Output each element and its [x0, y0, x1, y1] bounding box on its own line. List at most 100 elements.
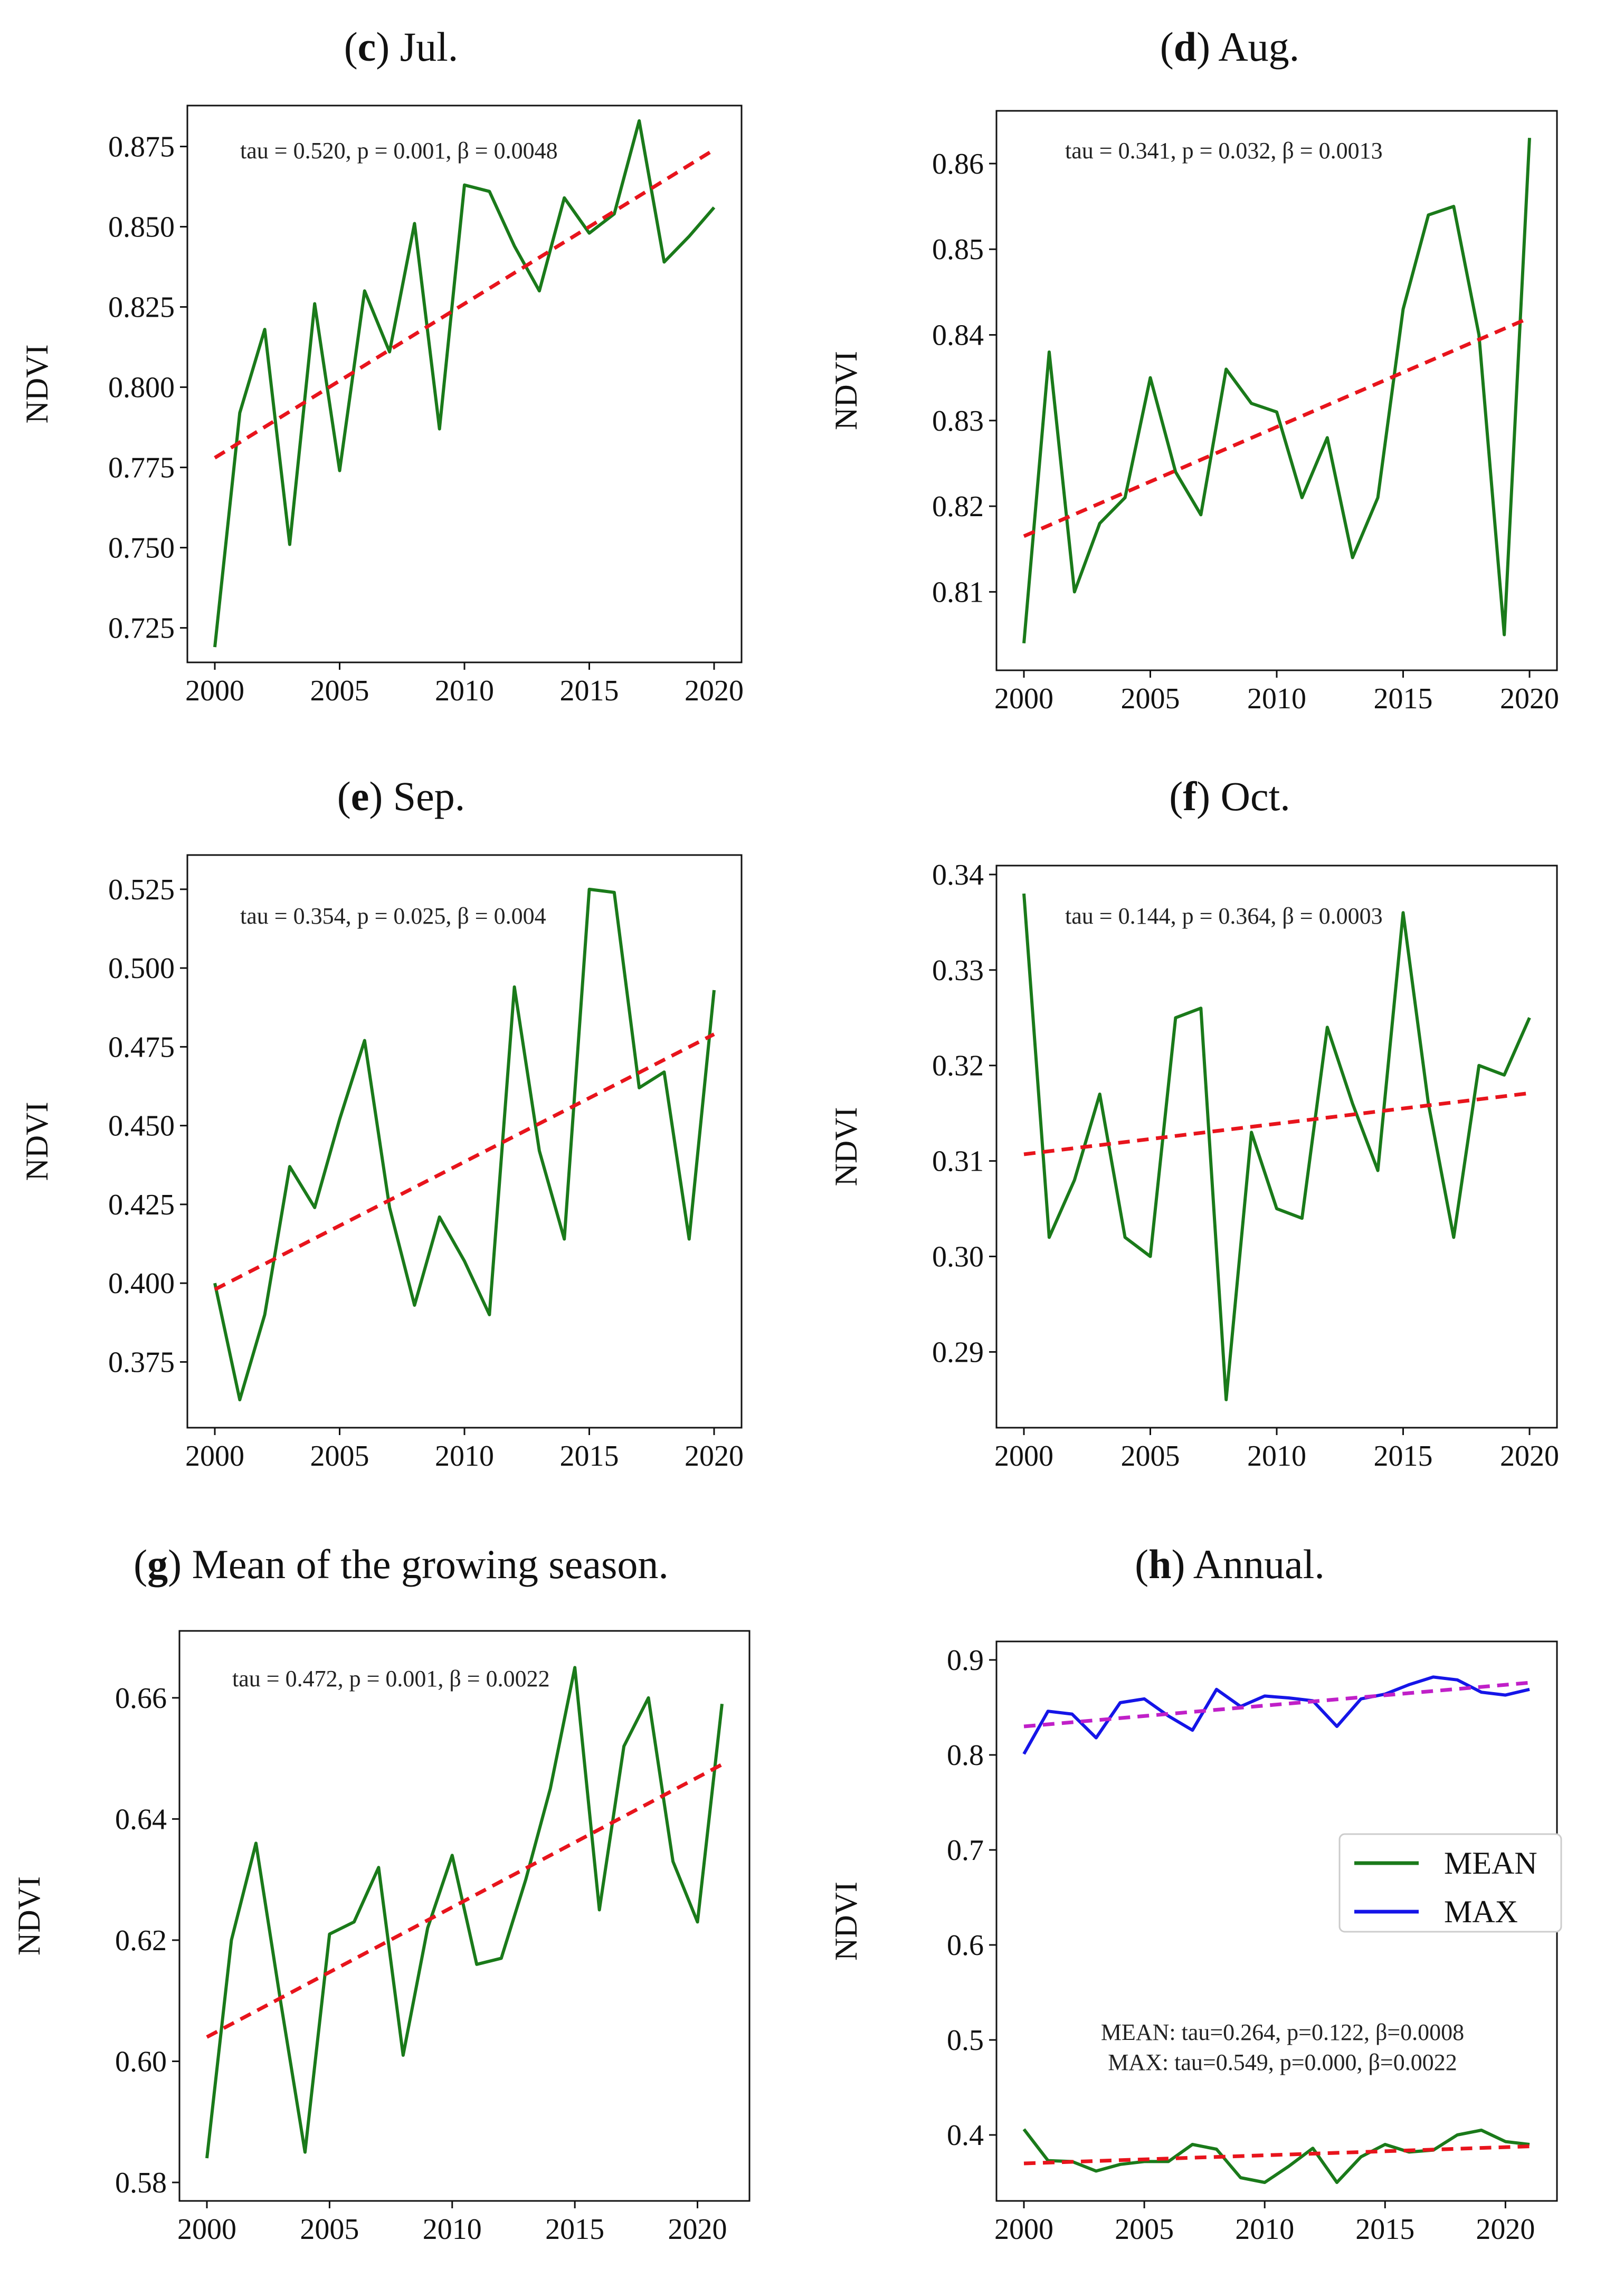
panel-title: (c) Jul. [344, 24, 459, 70]
trend-line-max-trend [1023, 1681, 1530, 1729]
panel-d: (d) Aug. 2000 2005 2010 2015 2020 0.81 0.82 0.83… [829, 24, 1559, 715]
stats-annotation: tau = 0.144, p = 0.364, β = 0.0003 [1065, 903, 1383, 929]
y-tick-label: 0.775 [108, 452, 175, 485]
x-tick-label: 2020 [685, 675, 744, 707]
y-tick-label: 0.4 [947, 2119, 984, 2152]
y-axis-label: NDVI [12, 1876, 46, 1955]
trend-line-trend [214, 1032, 715, 1292]
legend-box [1338, 1833, 1562, 1933]
x-tick-label: 2015 [560, 675, 619, 707]
legend-label-mean: MEAN [1444, 1846, 1537, 1881]
x-tick-label: 2000 [994, 2213, 1053, 2246]
panel-title-text: Jul. [400, 24, 459, 70]
plot-frame [178, 1630, 751, 2202]
panel-g: (g) Mean of the growing season. 2000 2005 2… [12, 1541, 751, 2246]
panel-title: (f) Oct. [1169, 773, 1290, 819]
y-tick-label: 0.34 [932, 859, 984, 891]
x-tick-label: 2000 [994, 682, 1053, 715]
x-tick-label: 2010 [1247, 1440, 1306, 1473]
y-tick-label: 0.450 [108, 1110, 175, 1143]
stats-annotation: tau = 0.520, p = 0.001, β = 0.0048 [240, 138, 558, 164]
series-line-ndvi [1022, 138, 1531, 644]
panel-letter: d [1174, 24, 1196, 70]
x-tick-label: 2015 [560, 1440, 619, 1473]
panel-c: (c) Jul. 2000 2005 2010 2015 2020 0.725 0.750 0.… [20, 24, 744, 707]
y-tick-label: 0.875 [108, 131, 175, 164]
x-tick-label: 2005 [310, 675, 369, 707]
x-tick-label: 2020 [1476, 2213, 1535, 2246]
stats-annotation: tau = 0.341, p = 0.032, β = 0.0013 [1065, 138, 1383, 164]
panel-title-text: Sep. [393, 773, 466, 819]
panel-letter: c [358, 24, 376, 70]
y-tick-label: 0.5 [947, 2024, 984, 2057]
y-tick-label: 0.425 [108, 1189, 175, 1221]
y-axis-label: NDVI [829, 1107, 863, 1186]
panel-title: (d) Aug. [1160, 24, 1299, 70]
series-line-max [1022, 1675, 1530, 1755]
y-axis-label: NDVI [829, 1882, 863, 1961]
y-tick-label: 0.64 [115, 1803, 167, 1836]
x-tick-label: 2005 [1121, 1440, 1180, 1473]
x-tick-label: 2020 [668, 2213, 727, 2246]
y-tick-label: 0.400 [108, 1267, 175, 1300]
x-tick-label: 2000 [185, 675, 244, 707]
y-tick-label: 0.7 [947, 1834, 984, 1867]
y-tick-label: 0.81 [932, 576, 984, 609]
x-tick-label: 2015 [1374, 682, 1433, 715]
x-tick-label: 2020 [1500, 682, 1559, 715]
trend-line-trend [206, 1762, 723, 2039]
panel-title-text: Aug. [1218, 24, 1299, 70]
panel-letter: e [351, 773, 369, 819]
panel-letter: h [1148, 1541, 1171, 1587]
x-tick-label: 2015 [1355, 2213, 1414, 2246]
x-tick-label: 2010 [1235, 2213, 1294, 2246]
y-axis-label: NDVI [20, 1102, 54, 1181]
panel-title: (h) Annual. [1135, 1541, 1325, 1587]
trend-line-mean-trend [1023, 2144, 1530, 2166]
panel-h: (h) Annual. 2000 2005 2010 2015 2020 0.4 0.5 0.6… [829, 1541, 1562, 2246]
y-tick-label: 0.83 [932, 405, 984, 438]
plot-frame [186, 854, 743, 1429]
x-tick-label: 2005 [1121, 682, 1180, 715]
y-tick-label: 0.750 [108, 532, 175, 565]
trend-line-trend [1023, 316, 1531, 538]
stats-annotation: tau = 0.472, p = 0.001, β = 0.0022 [232, 1666, 550, 1692]
x-tick-label: 2005 [300, 2213, 359, 2246]
y-tick-label: 0.525 [108, 874, 175, 906]
y-axis-label: NDVI [829, 351, 863, 430]
series-line-ndvi [213, 887, 716, 1402]
legend: MEAN MAX [1338, 1833, 1562, 1933]
y-tick-label: 0.850 [108, 211, 175, 244]
y-tick-label: 0.475 [108, 1031, 175, 1064]
panel-letter: f [1183, 773, 1197, 819]
plot-frame [995, 110, 1558, 671]
panel-title-text: Annual. [1193, 1541, 1325, 1587]
stats-annotation-max: MAX: tau=0.549, p=0.000, β=0.0022 [1108, 2049, 1457, 2075]
y-tick-label: 0.500 [108, 952, 175, 985]
y-tick-label: 0.29 [932, 1336, 984, 1369]
y-tick-label: 0.86 [932, 148, 984, 181]
y-tick-label: 0.84 [932, 319, 984, 352]
y-tick-label: 0.85 [932, 233, 984, 266]
panel-title-text: Oct. [1221, 773, 1290, 819]
stats-annotation: tau = 0.354, p = 0.025, β = 0.004 [240, 903, 546, 929]
x-tick-label: 2005 [310, 1440, 369, 1473]
y-tick-label: 0.800 [108, 372, 175, 404]
panel-title: (g) Mean of the growing season. [134, 1541, 669, 1587]
x-tick-label: 2010 [435, 1440, 494, 1473]
panel-e: (e) Sep. 2000 2005 2010 2015 2020 0.375 0.400 0.… [20, 773, 744, 1473]
y-tick-label: 0.32 [932, 1050, 984, 1083]
y-tick-label: 0.58 [115, 2167, 167, 2199]
y-tick-label: 0.33 [932, 954, 984, 987]
y-tick-label: 0.825 [108, 291, 175, 324]
x-tick-label: 2000 [185, 1440, 244, 1473]
trend-line-trend [1023, 1091, 1530, 1156]
y-tick-label: 0.60 [115, 2045, 167, 2078]
trend-line-trend [214, 148, 715, 460]
y-tick-label: 0.9 [947, 1644, 984, 1677]
y-tick-label: 0.8 [947, 1739, 984, 1772]
y-tick-label: 0.375 [108, 1346, 175, 1379]
x-tick-label: 2015 [545, 2213, 604, 2246]
panel-title: (e) Sep. [337, 773, 466, 819]
